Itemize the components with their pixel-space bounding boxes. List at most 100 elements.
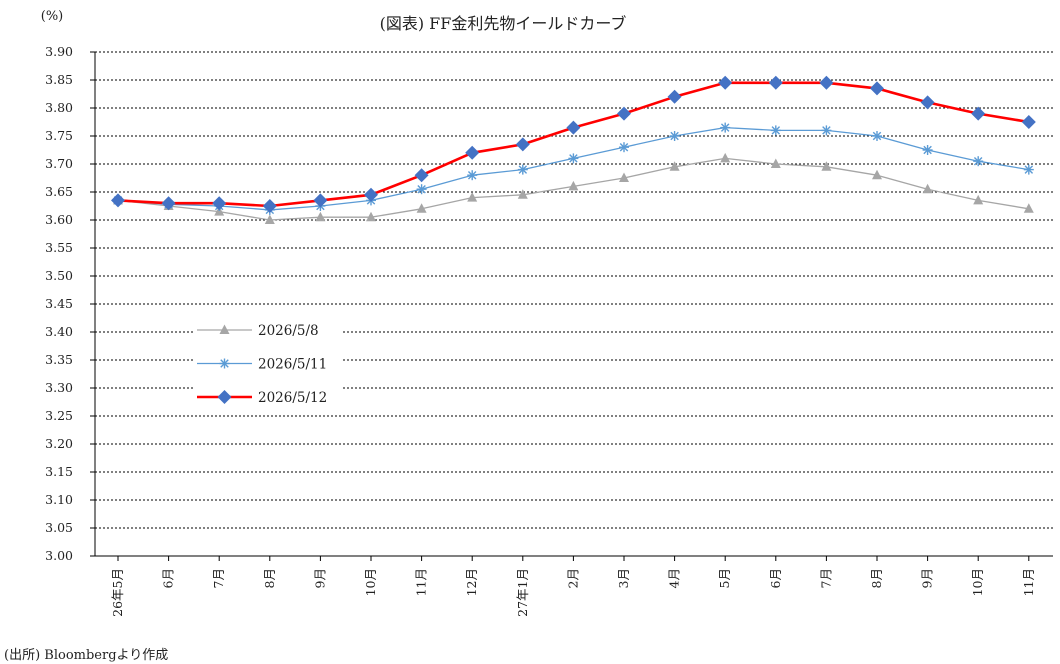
series-line bbox=[117, 126, 1029, 211]
asterisk-marker bbox=[669, 131, 680, 141]
diamond-marker bbox=[111, 193, 125, 208]
y-tick-label: 3.30 bbox=[45, 380, 73, 395]
legend-bg bbox=[193, 386, 343, 408]
y-tick-label: 3.85 bbox=[45, 72, 73, 87]
x-tick-label: 2月 bbox=[565, 568, 580, 588]
legend-bg bbox=[193, 352, 343, 375]
triangle-marker bbox=[973, 194, 984, 205]
asterisk-stroke bbox=[923, 145, 932, 155]
triangle-marker bbox=[922, 183, 933, 194]
triangle-marker bbox=[219, 324, 230, 334]
x-tick-labels: 26年5月 6月 7月 8月 9月 10月 11月 12月 27年1月 2月 3月 4月 5月 6月 7月 8… bbox=[110, 568, 1036, 617]
x-tick-label: 9月 bbox=[312, 568, 327, 588]
series-2026/5/12 bbox=[111, 75, 1036, 213]
diamond-marker bbox=[465, 145, 480, 160]
diamond-marker bbox=[819, 75, 834, 90]
triangle-marker bbox=[366, 211, 376, 222]
asterisk-stroke bbox=[973, 156, 983, 166]
y-tick-label: 3.35 bbox=[45, 352, 73, 367]
asterisk-stroke bbox=[220, 359, 229, 368]
asterisk-stroke bbox=[417, 184, 426, 194]
y-tick-label: 3.70 bbox=[45, 156, 73, 171]
triangle-marker bbox=[619, 172, 629, 182]
asterisk-marker bbox=[770, 125, 781, 136]
y-tick-label: 3.45 bbox=[45, 296, 73, 311]
chart-title: (図表) FF金利先物イールドカーブ bbox=[380, 14, 627, 33]
legend-bg bbox=[193, 319, 343, 341]
triangle-marker bbox=[872, 169, 882, 180]
legend-label: 2026/5/12 bbox=[258, 390, 327, 406]
triangle-marker bbox=[821, 161, 832, 171]
triangle-marker bbox=[1023, 203, 1034, 213]
x-tick-label: 8月 bbox=[869, 568, 884, 588]
diamond-marker bbox=[768, 75, 783, 90]
x-tick-label: 4月 bbox=[667, 568, 682, 588]
diamond-marker bbox=[217, 390, 232, 404]
triangle-marker bbox=[416, 203, 427, 213]
asterisk-stroke bbox=[822, 126, 831, 135]
asterisk-marker bbox=[467, 170, 478, 181]
y-tick-label: 3.00 bbox=[45, 548, 73, 563]
diamond-marker bbox=[262, 199, 277, 213]
asterisk-stroke bbox=[467, 170, 477, 180]
asterisk-marker bbox=[219, 358, 230, 369]
x-tick-label: 12月 bbox=[464, 568, 479, 596]
diamond-marker bbox=[364, 187, 378, 202]
diamond-marker bbox=[212, 196, 227, 211]
asterisk-marker bbox=[1023, 164, 1034, 175]
x-tick-label: 7月 bbox=[818, 568, 833, 588]
asterisk-stroke bbox=[619, 142, 629, 152]
y-tick-label: 3.80 bbox=[45, 100, 73, 115]
y-tick-label: 3.90 bbox=[45, 44, 73, 59]
asterisk-stroke bbox=[872, 131, 882, 141]
y-tick-label: 3.15 bbox=[45, 464, 73, 479]
diamond-marker bbox=[161, 196, 176, 211]
asterisk-marker bbox=[922, 145, 933, 155]
y-tick-label: 3.55 bbox=[45, 240, 73, 255]
diamond-marker bbox=[566, 120, 581, 135]
x-tick-label: 27年1月 bbox=[515, 568, 530, 617]
y-tick-label: 3.75 bbox=[45, 128, 73, 143]
asterisk-marker bbox=[517, 164, 528, 175]
x-tick-label: 11月 bbox=[1021, 568, 1036, 596]
asterisk-stroke bbox=[720, 123, 730, 132]
asterisk-marker bbox=[619, 142, 629, 153]
y-tick-label: 3.65 bbox=[45, 184, 73, 199]
triangle-marker bbox=[770, 158, 781, 168]
diamond-marker bbox=[617, 106, 631, 121]
y-tick-label: 3.40 bbox=[45, 324, 73, 339]
diamond-marker bbox=[870, 81, 884, 96]
y-tick-label: 3.10 bbox=[45, 492, 73, 507]
x-tick-label: 6月 bbox=[161, 568, 176, 588]
x-tick-label: 11月 bbox=[414, 568, 429, 596]
asterisk-marker bbox=[568, 153, 579, 164]
x-tick-label: 6月 bbox=[768, 568, 783, 588]
diamond-marker bbox=[313, 193, 328, 208]
y-tick-label: 3.50 bbox=[45, 268, 73, 283]
y-tick-label: 3.20 bbox=[45, 436, 73, 451]
source-note: (出所) Bloombergより作成 bbox=[4, 648, 169, 663]
asterisk-stroke bbox=[518, 165, 528, 174]
triangle-marker bbox=[720, 152, 731, 163]
diamond-marker bbox=[667, 89, 682, 104]
legend-label: 2026/5/11 bbox=[258, 357, 327, 373]
triangle-marker bbox=[517, 189, 528, 199]
asterisk-marker bbox=[973, 156, 984, 167]
series-group bbox=[111, 75, 1036, 224]
asterisk-marker bbox=[872, 131, 882, 141]
axes bbox=[90, 51, 1053, 561]
triangle-marker bbox=[669, 161, 680, 171]
y-axis-unit: (%) bbox=[41, 9, 64, 24]
legend: 2026/5/8 2026/5/11 2026/5/12 bbox=[193, 319, 343, 408]
triangle-marker bbox=[568, 180, 579, 191]
triangle-marker bbox=[315, 211, 326, 222]
diamond-marker bbox=[414, 168, 429, 183]
diamond-marker bbox=[971, 106, 986, 121]
diamond-marker bbox=[920, 95, 935, 110]
asterisk-stroke bbox=[1024, 165, 1034, 174]
legend-label: 2026/5/8 bbox=[258, 323, 319, 339]
y-tick-label: 3.05 bbox=[45, 520, 73, 535]
asterisk-stroke bbox=[771, 126, 781, 135]
x-tick-label: 10月 bbox=[970, 568, 985, 596]
